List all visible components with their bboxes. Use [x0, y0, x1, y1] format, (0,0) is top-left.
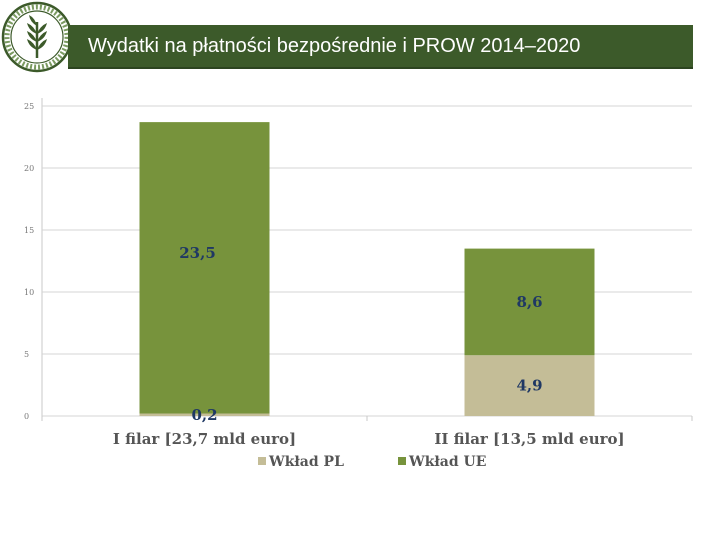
ministry-logo-icon: [1, 1, 73, 73]
y-tick-label: 25: [24, 102, 34, 111]
bar-segment: [464, 248, 595, 356]
slide-title: Wydatki na płatności bezpośrednie i PROW…: [88, 35, 581, 57]
bar-segment: [464, 355, 595, 416]
data-label: 8,6: [516, 293, 542, 311]
x-category-label: II filar [13,5 mld euro]: [434, 430, 624, 448]
title-bar: Wydatki na płatności bezpośrednie i PROW…: [68, 25, 693, 69]
y-tick-label: 0: [24, 412, 29, 421]
legend-label: Wkład UE: [408, 454, 486, 470]
y-tick-label: 15: [24, 226, 34, 235]
y-tick-label: 5: [24, 350, 29, 359]
data-label: 0,2: [191, 406, 217, 424]
legend-swatch: [258, 457, 266, 465]
stacked-bar-chart: 0 5 10 15 20 25 0,2 23,5 4,9 8,6 I filar [23,7 mld…: [24, 98, 693, 470]
legend-swatch: [398, 457, 406, 465]
bar-segment: [139, 122, 270, 414]
data-label: 23,5: [179, 244, 216, 262]
y-tick-label: 20: [24, 164, 34, 173]
x-category-label: I filar [23,7 mld euro]: [113, 430, 296, 448]
data-label: 4,9: [516, 377, 542, 395]
bar-segment: [139, 413, 270, 416]
y-tick-label: 10: [24, 288, 34, 297]
header: Wydatki na płatności bezpośrednie i PROW…: [0, 0, 720, 74]
legend-label: Wkład PL: [268, 454, 344, 470]
